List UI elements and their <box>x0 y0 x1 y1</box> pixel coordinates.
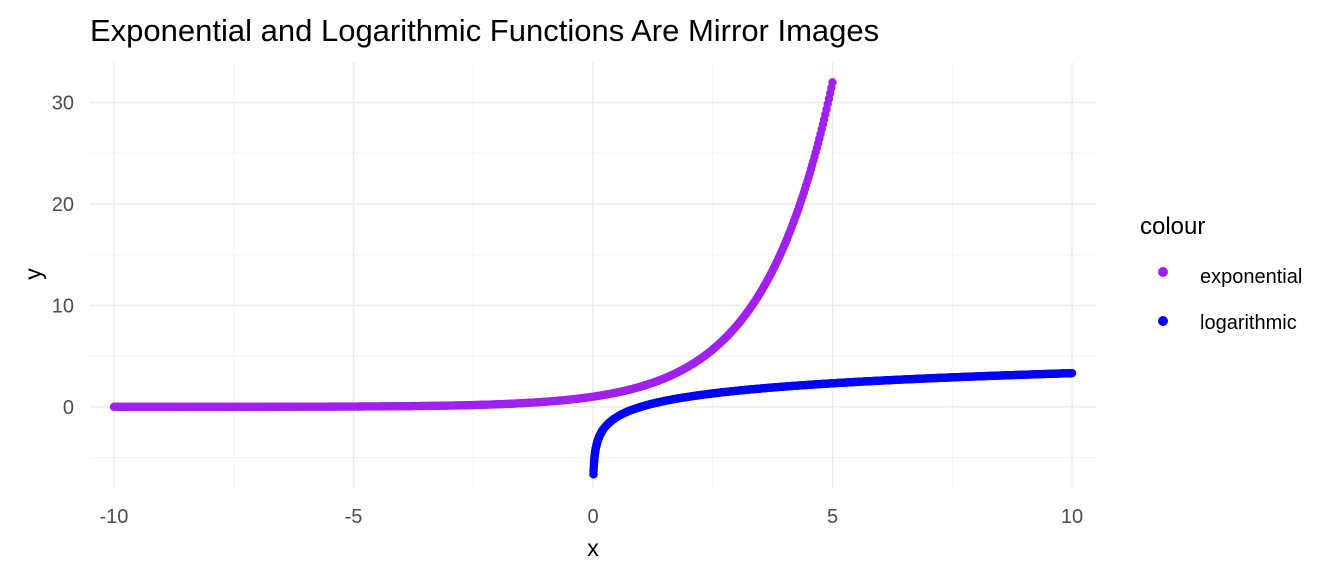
legend-label-logarithmic: logarithmic <box>1200 312 1297 334</box>
logarithmic-point <box>1067 368 1077 378</box>
series-logarithmic <box>589 368 1077 479</box>
y-tick-label: 30 <box>52 93 74 115</box>
x-tick-label: -10 <box>99 506 128 528</box>
x-tick-labels: -10 -5 0 5 10 <box>99 506 1083 528</box>
x-tick-label: 5 <box>827 506 838 528</box>
y-axis-title: y <box>20 268 46 280</box>
x-tick-label: 0 <box>587 506 598 528</box>
x-tick-label: 10 <box>1061 506 1083 528</box>
y-tick-label: 0 <box>63 397 74 419</box>
y-tick-label: 20 <box>52 194 74 216</box>
legend-label-exponential: exponential <box>1200 266 1302 288</box>
series-exponential <box>109 78 837 412</box>
legend-key-logarithmic <box>1158 316 1168 326</box>
exponential-point <box>828 78 837 87</box>
series-layer <box>109 78 1077 479</box>
chart-title: Exponential and Logarithmic Functions Ar… <box>90 13 879 48</box>
logarithmic-point <box>598 426 607 435</box>
legend: colour exponential logarithmic <box>1140 213 1302 334</box>
y-tick-labels: 0 10 20 30 <box>52 93 74 419</box>
grid <box>90 62 1096 488</box>
x-axis-title: x <box>587 535 599 561</box>
legend-key-exponential <box>1158 267 1168 277</box>
x-tick-label: -5 <box>345 506 363 528</box>
y-tick-label: 10 <box>52 295 74 317</box>
legend-title: colour <box>1140 213 1205 240</box>
